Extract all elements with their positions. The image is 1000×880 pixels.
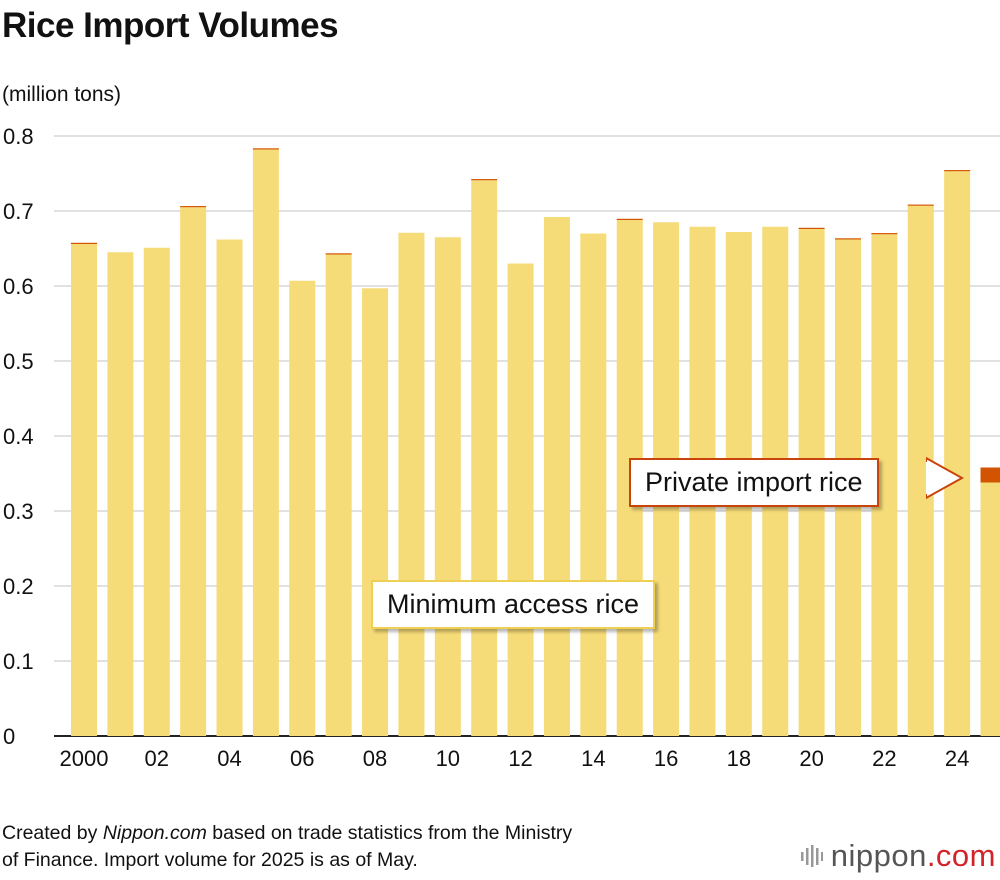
y-tick-label: 0: [3, 724, 15, 749]
bar-private-import-2011: [471, 179, 498, 181]
bar-private-import-2003: [180, 206, 207, 208]
bar-minimum-access-2025: [980, 482, 1000, 736]
x-tick-label: 10: [436, 746, 460, 771]
chart-title: Rice Import Volumes: [2, 6, 339, 45]
y-tick-label: 0.1: [3, 649, 34, 674]
source-note-line-1: Created by Nippon.com based on trade sta…: [2, 822, 573, 844]
bar-chart: 0 0.1 0.2 0.3 0.4 0.5 0.6 0.7 0.8 2000 02 04 06 08 10…: [3, 124, 1000, 771]
source-note-line-2: of Finance. Import volume for 2025 is as…: [2, 849, 418, 871]
bar-minimum-access-2007: [325, 254, 352, 736]
x-tick-label: 08: [363, 746, 387, 771]
bar-minimum-access-2003: [180, 207, 207, 736]
bar-minimum-access-2000: [71, 244, 97, 736]
x-tick-label: 02: [145, 746, 169, 771]
bars: [71, 148, 1000, 736]
bar-minimum-access-2010: [434, 237, 461, 736]
y-tick-label: 0.8: [3, 124, 34, 149]
y-tick-label: 0.6: [3, 274, 34, 299]
bar-private-import-2005: [252, 148, 279, 150]
bar-private-import-2023: [907, 204, 934, 206]
source-note: Created by Nippon.com based on trade sta…: [2, 820, 572, 874]
y-tick-label: 0.2: [3, 574, 34, 599]
source-name: Nippon.com: [102, 822, 207, 844]
bar-private-import-2024: [944, 170, 971, 172]
bar-private-import-2015: [616, 218, 643, 220]
nippon-logo-mark-icon: [800, 845, 823, 867]
annotation-private-import-rice: Private import rice: [629, 458, 879, 507]
bar-minimum-access-2014: [580, 233, 607, 736]
bar-minimum-access-2006: [289, 280, 316, 736]
x-tick-label: 18: [727, 746, 751, 771]
bar-minimum-access-2005: [252, 149, 279, 736]
bar-minimum-access-2012: [507, 263, 534, 736]
y-axis-unit-label: (million tons): [2, 83, 122, 106]
bar-private-import-2025: [980, 467, 1000, 483]
bar-minimum-access-2011: [471, 180, 498, 736]
brand-dot-com: .com: [926, 838, 996, 873]
annotation-pointer-icon: [926, 456, 965, 500]
nippon-logo[interactable]: nippon .com: [800, 838, 996, 874]
x-tick-label: 04: [217, 746, 241, 771]
bar-minimum-access-2004: [216, 239, 243, 736]
brand-name: nippon: [830, 838, 927, 873]
y-tick-label: 0.3: [3, 499, 34, 524]
x-tick-label: 22: [872, 746, 896, 771]
x-tick-label: 16: [654, 746, 678, 771]
bar-private-import-2007: [325, 253, 352, 255]
y-axis-ticks: 0 0.1 0.2 0.3 0.4 0.5 0.6 0.7 0.8: [3, 124, 34, 749]
y-tick-label: 0.5: [3, 349, 34, 374]
annotation-minimum-access-rice: Minimum access rice: [371, 580, 656, 629]
bar-minimum-access-2024: [944, 171, 971, 736]
x-tick-label: 14: [581, 746, 605, 771]
bar-private-import-2022: [871, 233, 898, 235]
y-tick-label: 0.4: [3, 424, 34, 449]
bar-private-import-2000: [71, 242, 97, 244]
x-axis-ticks: 2000 02 04 06 08 10 12 14 16 18 20 22 24: [60, 746, 970, 771]
bar-minimum-access-2008: [362, 288, 389, 736]
bar-minimum-access-2002: [143, 247, 170, 736]
bar-private-import-2021: [834, 238, 861, 240]
x-tick-label: 2000: [60, 746, 109, 771]
x-tick-label: 20: [799, 746, 823, 771]
bar-minimum-access-2013: [543, 217, 570, 736]
annotation-private-import-rice-label: Private import rice: [645, 467, 863, 497]
bar-minimum-access-2001: [107, 252, 134, 736]
x-tick-label: 24: [945, 746, 969, 771]
bar-private-import-2020: [798, 227, 825, 229]
y-tick-label: 0.7: [3, 199, 34, 224]
bar-minimum-access-2009: [398, 232, 425, 736]
x-tick-label: 06: [290, 746, 314, 771]
x-tick-label: 12: [508, 746, 532, 771]
